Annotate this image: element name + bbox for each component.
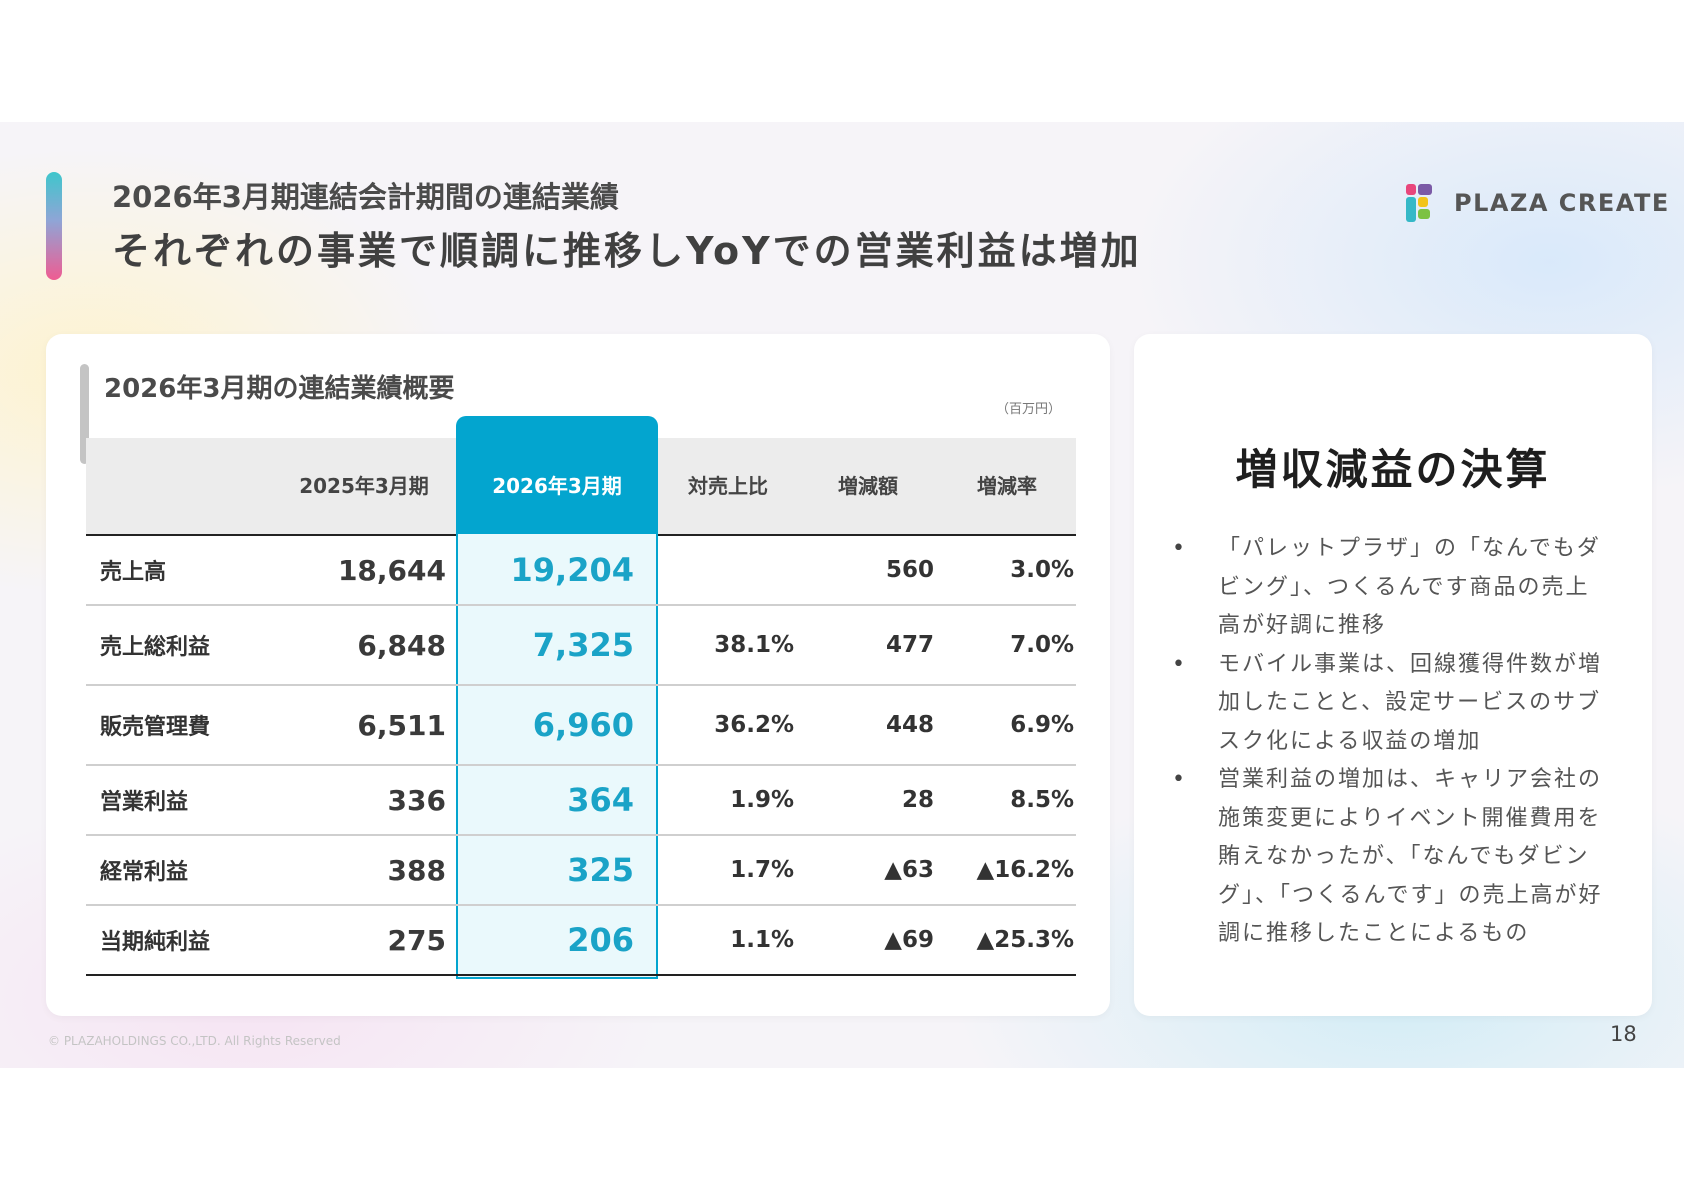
copyright-footer: © PLAZAHOLDINGS CO.,LTD. All Rights Rese… — [48, 1034, 341, 1048]
value-ratio: 1.1% — [730, 927, 794, 953]
value-prev: 18,644 — [337, 553, 446, 587]
value-ratio: 1.9% — [730, 787, 794, 813]
value-current: 206 — [567, 921, 634, 959]
value-ratio: 38.1% — [714, 632, 794, 658]
row-label: 営業利益 — [100, 790, 189, 815]
value-rate: ▲25.3% — [976, 927, 1074, 953]
unit-label: （百万円） — [996, 402, 1062, 417]
value-rate: 6.9% — [1010, 712, 1074, 738]
scroll-indicator — [80, 364, 89, 464]
value-prev: 6,511 — [357, 708, 446, 742]
table-row: 売上高 18,644 19,204 560 3.0% — [86, 536, 1076, 606]
row-label: 当期純利益 — [100, 930, 211, 955]
value-ratio: 1.7% — [730, 857, 794, 883]
summary-bullet: モバイル事業は、回線獲得件数が増加したことと、設定サービスのサブスク化による収益… — [1170, 646, 1610, 762]
table-row: 経常利益 388 325 1.7% ▲63 ▲16.2% — [86, 836, 1076, 906]
value-diff: 28 — [901, 787, 934, 813]
plaza-create-logo-icon — [1406, 184, 1432, 222]
col-header-current: 2026年3月期 — [492, 474, 622, 498]
row-label: 経常利益 — [100, 860, 189, 885]
title-accent-bar — [46, 172, 62, 280]
value-rate: 7.0% — [1010, 632, 1074, 658]
value-ratio: 36.2% — [714, 712, 794, 738]
value-rate: ▲16.2% — [976, 857, 1074, 883]
row-label: 売上総利益 — [100, 635, 211, 660]
summary-title: 増収減益の決算 — [1235, 445, 1551, 494]
table-row: 売上総利益 6,848 7,325 38.1% 477 7.0% — [86, 606, 1076, 686]
col-header-prev: 2025年3月期 — [299, 474, 429, 498]
value-current: 19,204 — [510, 551, 634, 589]
results-table-card: 2026年3月期の連結業績概要 （百万円） 2025年3月期 対売上比 増減額 … — [46, 334, 1110, 1016]
slide: 2026年3月期連結会計期間の連結業績 それぞれの事業で順調に推移しYoYでの営… — [0, 122, 1684, 1068]
value-current: 364 — [567, 781, 634, 819]
value-current: 6,960 — [532, 706, 634, 744]
summary-bullet: 「パレットプラザ」の「なんでもダビング」、つくるんです商品の売上高が好調に推移 — [1170, 530, 1610, 646]
col-header-ratio: 対売上比 — [688, 474, 768, 498]
highlight-column-header: 2026年3月期 — [456, 416, 658, 535]
row-label: 売上高 — [100, 560, 167, 585]
value-rate: 8.5% — [1010, 787, 1074, 813]
table-row: 当期純利益 275 206 1.1% ▲69 ▲25.3% — [86, 906, 1076, 976]
page-number: 18 — [1610, 1022, 1637, 1046]
summary-bullet-list: 「パレットプラザ」の「なんでもダビング」、つくるんです商品の売上高が好調に推移 … — [1170, 530, 1610, 954]
value-diff: 448 — [885, 712, 934, 738]
value-diff: 560 — [885, 557, 934, 583]
row-label: 販売管理費 — [100, 715, 211, 740]
value-rate: 3.0% — [1010, 557, 1074, 583]
summary-card: 増収減益の決算 「パレットプラザ」の「なんでもダビング」、つくるんです商品の売上… — [1134, 334, 1652, 1016]
value-prev: 275 — [387, 923, 446, 957]
summary-bullet: 営業利益の増加は、キャリア会社の施策変更によりイベント開催費用を賄えなかったが、… — [1170, 761, 1610, 954]
table-row: 営業利益 336 364 1.9% 28 8.5% — [86, 766, 1076, 836]
slide-title: それぞれの事業で順調に推移しYoYでの営業利益は増加 — [112, 229, 1142, 273]
slide-subtitle: 2026年3月期連結会計期間の連結業績 — [112, 180, 619, 214]
company-logo: PLAZA CREATE — [1404, 182, 1670, 224]
value-current: 325 — [567, 851, 634, 889]
value-prev: 6,848 — [357, 628, 446, 662]
table-row: 販売管理費 6,511 6,960 36.2% 448 6.9% — [86, 686, 1076, 766]
table-card-title: 2026年3月期の連結業績概要 — [104, 374, 455, 404]
value-diff: 477 — [885, 632, 934, 658]
value-diff: ▲63 — [884, 857, 934, 883]
col-header-rate: 増減率 — [977, 474, 1037, 498]
value-prev: 336 — [387, 783, 446, 817]
value-prev: 388 — [387, 853, 446, 887]
col-header-diff: 増減額 — [838, 474, 898, 498]
value-diff: ▲69 — [884, 927, 934, 953]
value-current: 7,325 — [532, 626, 634, 664]
logo-text: PLAZA CREATE — [1454, 189, 1670, 217]
